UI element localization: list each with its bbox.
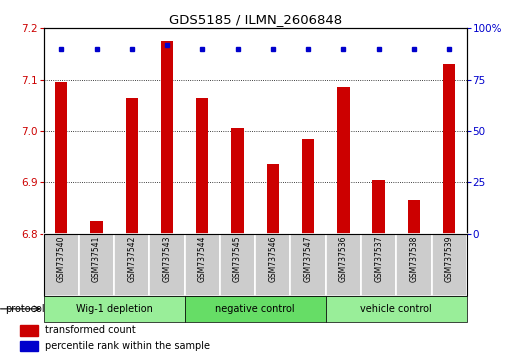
Bar — [20, 341, 38, 351]
Text: negative control: negative control — [215, 304, 295, 314]
Text: GSM737546: GSM737546 — [268, 235, 278, 282]
Text: GSM737547: GSM737547 — [304, 235, 312, 282]
Text: transformed count: transformed count — [45, 325, 136, 336]
Text: GSM737537: GSM737537 — [374, 235, 383, 282]
Text: Wig-1 depletion: Wig-1 depletion — [76, 304, 152, 314]
Text: GSM737545: GSM737545 — [233, 235, 242, 282]
Text: GSM737541: GSM737541 — [92, 235, 101, 282]
Text: GSM737544: GSM737544 — [198, 235, 207, 282]
Bar — [185, 234, 220, 296]
Bar — [326, 296, 467, 322]
Title: GDS5185 / ILMN_2606848: GDS5185 / ILMN_2606848 — [169, 13, 342, 26]
Bar — [431, 234, 467, 296]
Text: percentile rank within the sample: percentile rank within the sample — [45, 341, 210, 351]
Bar — [396, 234, 431, 296]
Bar — [185, 296, 326, 322]
Bar — [302, 139, 314, 234]
Bar — [255, 234, 290, 296]
Bar — [408, 200, 420, 234]
Bar — [443, 64, 456, 234]
Bar — [196, 98, 208, 234]
Text: GSM737536: GSM737536 — [339, 235, 348, 282]
Bar — [44, 234, 79, 296]
Bar — [337, 87, 349, 234]
Bar — [149, 234, 185, 296]
Text: protocol: protocol — [5, 304, 45, 314]
Text: GSM737538: GSM737538 — [409, 235, 419, 282]
Bar — [90, 221, 103, 234]
Bar — [267, 164, 279, 234]
Bar — [290, 234, 326, 296]
Bar — [20, 325, 38, 336]
Bar — [231, 129, 244, 234]
Bar — [55, 82, 67, 234]
Bar — [114, 234, 149, 296]
Text: GSM737540: GSM737540 — [57, 235, 66, 282]
Bar — [220, 234, 255, 296]
Text: vehicle control: vehicle control — [361, 304, 432, 314]
Bar — [44, 296, 185, 322]
Text: GSM737542: GSM737542 — [127, 235, 136, 282]
Bar — [126, 98, 138, 234]
Text: GSM737539: GSM737539 — [445, 235, 453, 282]
Bar — [372, 180, 385, 234]
Bar — [79, 234, 114, 296]
Bar — [161, 41, 173, 234]
Bar — [361, 234, 396, 296]
Text: GSM737543: GSM737543 — [163, 235, 171, 282]
Bar — [326, 234, 361, 296]
